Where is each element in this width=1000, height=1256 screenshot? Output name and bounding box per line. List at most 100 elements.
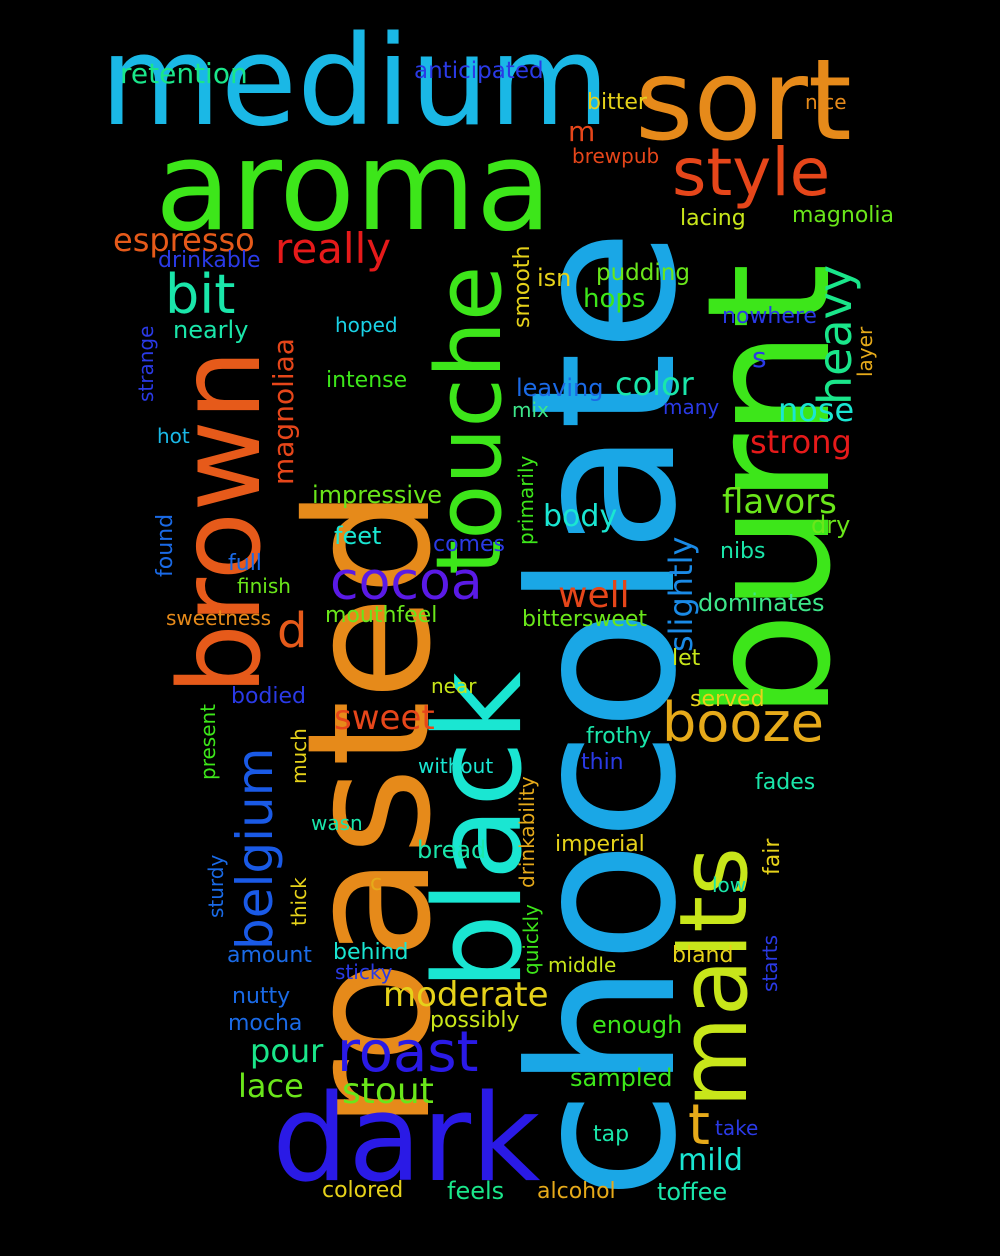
word-nowhere: nowhere — [722, 304, 817, 329]
word-brown: brown — [156, 349, 286, 695]
word-fades: fades — [755, 770, 816, 795]
word-really: really — [275, 224, 392, 273]
word-sticky: sticky — [335, 960, 393, 984]
word-frothy: frothy — [586, 724, 652, 749]
word-nearly: nearly — [173, 316, 249, 344]
word-dominates: dominates — [698, 589, 825, 617]
word-dark: dark — [272, 1070, 541, 1209]
word-sturdy: sturdy — [204, 854, 228, 918]
word-heavy: heavy — [808, 264, 862, 405]
word-dry: dry — [811, 511, 851, 539]
word-pudding: pudding — [596, 260, 690, 286]
word-brewpub: brewpub — [572, 144, 660, 168]
word-lace: lace — [238, 1067, 304, 1105]
word-anticipated: anticipated — [414, 58, 544, 84]
word-leaving: leaving — [516, 374, 604, 402]
word-pour: pour — [250, 1032, 324, 1070]
word-hoped: hoped — [335, 313, 398, 337]
word-much: much — [287, 728, 311, 784]
word-starts: starts — [758, 934, 782, 992]
word-feels: feels — [447, 1177, 505, 1205]
word-let: let — [672, 646, 701, 671]
word-magnoliaa: magnoliaa — [267, 338, 300, 485]
word-sweet: sweet — [334, 698, 435, 738]
word-wasn: wasn — [311, 811, 363, 835]
word-bread: bread — [417, 836, 487, 864]
word-moderate: moderate — [383, 975, 549, 1015]
word-retention: retention — [120, 57, 248, 90]
word-layer: layer — [853, 326, 877, 377]
word-mocha: mocha — [228, 1011, 303, 1036]
word-primarily: primarily — [514, 455, 538, 545]
word-stout: stout — [342, 1071, 434, 1112]
word-style: style — [672, 134, 831, 211]
word-isn: isn — [537, 264, 572, 292]
word-sweetness: sweetness — [166, 606, 272, 630]
word-well: well — [558, 575, 630, 616]
word-body: body — [543, 499, 618, 534]
word-magnolia: magnolia — [792, 203, 894, 228]
word-mild: mild — [678, 1143, 743, 1178]
word-bittersweet: bittersweet — [522, 607, 648, 632]
word-many: many — [663, 395, 720, 419]
word-touche: touche — [417, 265, 522, 575]
word-alcohol: alcohol — [537, 1179, 616, 1204]
word-full: full — [228, 551, 262, 576]
word-flavors: flavors — [722, 482, 837, 522]
word-bland: bland — [672, 943, 734, 968]
word-belgium: belgium — [226, 747, 284, 950]
word-s: s — [752, 341, 767, 374]
word-nice: nice — [805, 90, 847, 114]
word-quickly: quickly — [519, 904, 543, 975]
word-thick: thick — [287, 877, 311, 926]
word-color: color — [615, 365, 694, 403]
word-nibs: nibs — [720, 539, 766, 564]
word-mix: mix — [512, 398, 549, 422]
word-amount: amount — [227, 943, 312, 968]
word-take: take — [715, 1116, 759, 1140]
word-espresso: espresso — [113, 221, 255, 259]
word-slightly: slightly — [662, 536, 700, 652]
word-drinkability: drinkability — [515, 776, 539, 888]
word-medium: medium — [100, 10, 610, 154]
word-bodied: bodied — [231, 684, 307, 709]
word-sort: sort — [635, 36, 852, 166]
word-aroma: aroma — [155, 115, 552, 259]
word-drinkable: drinkable — [158, 248, 261, 273]
word-thin: thin — [581, 750, 624, 775]
word-strange: strange — [134, 325, 158, 402]
word-fair: fair — [760, 838, 785, 875]
word-m: m — [568, 115, 596, 148]
word-t: t — [688, 1093, 710, 1158]
word-bit: bit — [165, 263, 236, 326]
word-cocoa: cocoa — [330, 552, 483, 612]
word-bitter: bitter — [587, 90, 647, 115]
word-served: served — [690, 687, 765, 712]
word-mouthfeel: mouthfeel — [325, 603, 438, 628]
word-low: low — [712, 873, 747, 897]
word-d: d — [277, 603, 308, 659]
word-hot: hot — [157, 424, 190, 448]
word-found: found — [153, 513, 178, 577]
word-nutty: nutty — [232, 984, 291, 1009]
word-present: present — [196, 703, 220, 780]
word-imperial: imperial — [555, 832, 645, 857]
word-lacing: lacing — [680, 206, 746, 231]
word-sampled: sampled — [570, 1064, 673, 1092]
word-possibly: possibly — [430, 1008, 520, 1033]
word-tap: tap — [593, 1122, 630, 1147]
word-hops: hops — [583, 284, 646, 314]
word-c: c — [370, 871, 383, 896]
word-colored: colored — [322, 1178, 404, 1203]
word-toffee: toffee — [657, 1178, 728, 1206]
word-strong: strong — [750, 423, 852, 461]
word-roast: roast — [337, 1020, 479, 1085]
word-smooth: smooth — [510, 245, 535, 328]
word-middle: middle — [548, 953, 617, 977]
word-nose: nose — [778, 391, 855, 429]
word-booze: booze — [662, 691, 824, 754]
word-impressive: impressive — [312, 481, 443, 509]
word-near: near — [431, 674, 477, 698]
word-enough: enough — [592, 1011, 683, 1039]
word-intense: intense — [326, 368, 408, 393]
